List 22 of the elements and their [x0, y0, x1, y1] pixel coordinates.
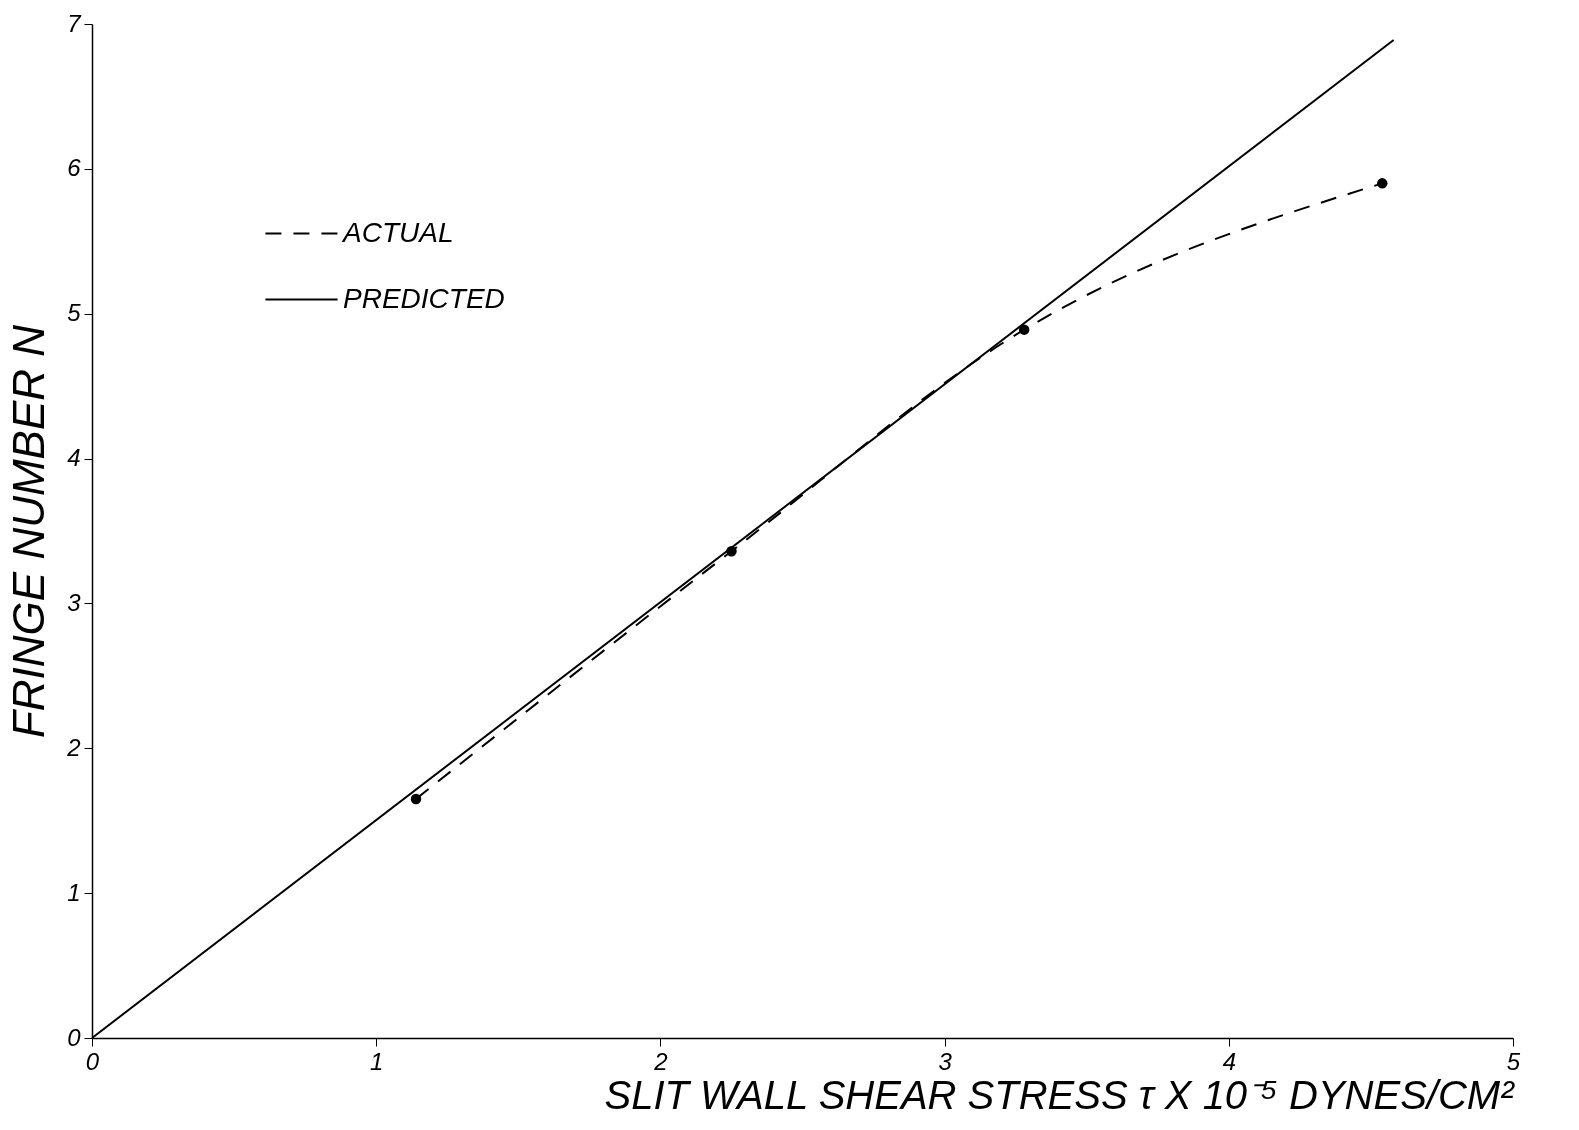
y-tick-label: 2 [66, 733, 81, 761]
point [1377, 178, 1388, 189]
y-tick-label: 0 [67, 1023, 82, 1051]
x-tick-label: 0 [85, 1047, 100, 1075]
y-tick-label: 5 [67, 299, 82, 327]
x-axis-title: SLIT WALL SHEAR STRESS τ X 10⁻⁵ DYNES/CM² [604, 1072, 1516, 1117]
y-tick-label: 3 [67, 588, 82, 616]
x-tick-label: 3 [938, 1047, 953, 1075]
x-tick-label: 2 [653, 1047, 668, 1075]
y-axis-title: FRINGE NUMBER N [4, 324, 54, 739]
point [410, 793, 422, 805]
legend-label: ACTUAL [341, 216, 454, 248]
x-tick-label: 5 [1506, 1047, 1521, 1075]
x-tick-label: 1 [370, 1047, 384, 1075]
y-tick-label: 1 [67, 878, 81, 906]
y-tick-label: 6 [67, 154, 82, 182]
point [1018, 324, 1030, 335]
point [726, 546, 737, 557]
y-tick-label: 7 [67, 9, 83, 37]
legend-label: PREDICTED [343, 282, 505, 314]
x-tick-label: 4 [1222, 1047, 1236, 1075]
y-tick-label: 4 [67, 444, 81, 472]
